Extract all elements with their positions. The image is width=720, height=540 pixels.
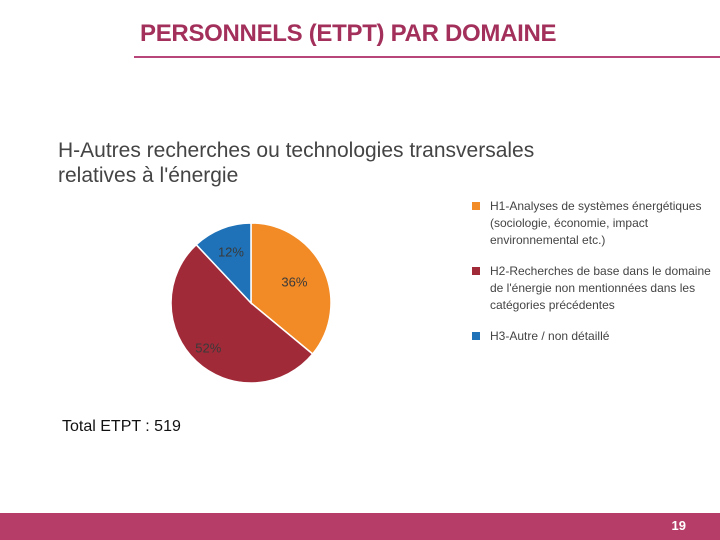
legend-item-h2: H2-Recherches de base dans le domaine de… — [472, 263, 712, 314]
pie-label-h2: 52% — [195, 340, 221, 355]
total-etpt: Total ETPT : 519 — [62, 418, 181, 435]
legend-swatch-h2 — [472, 267, 480, 275]
legend-item-h3: H3-Autre / non détaillé — [472, 328, 712, 345]
legend-label-h1: H1-Analyses de systèmes énergétiques (so… — [490, 199, 702, 247]
pie-slice-h1 — [250, 222, 332, 356]
footer-bar: 19 — [0, 513, 720, 540]
pie-slice-h3 — [195, 222, 252, 305]
pie-chart: 36% 52% 12% — [170, 222, 332, 384]
legend-swatch-h1 — [472, 202, 480, 210]
title-rule — [134, 56, 720, 58]
page-number: 19 — [671, 518, 686, 533]
legend-label-h2: H2-Recherches de base dans le domaine de… — [490, 264, 711, 312]
pie-label-h1: 36% — [281, 275, 307, 290]
chart-legend: H1-Analyses de systèmes énergétiques (so… — [472, 198, 712, 359]
legend-swatch-h3 — [472, 332, 480, 340]
pie-slice-h2 — [170, 243, 314, 384]
slide-title: PERSONNELS (ETPT) PAR DOMAINE — [140, 20, 557, 47]
legend-item-h1: H1-Analyses de systèmes énergétiques (so… — [472, 198, 712, 249]
legend-label-h3: H3-Autre / non détaillé — [490, 329, 610, 343]
chart-panel: H-Autres recherches ou technologies tran… — [52, 130, 711, 410]
chart-title: H-Autres recherches ou technologies tran… — [58, 139, 535, 187]
pie-label-h3: 12% — [218, 244, 244, 259]
